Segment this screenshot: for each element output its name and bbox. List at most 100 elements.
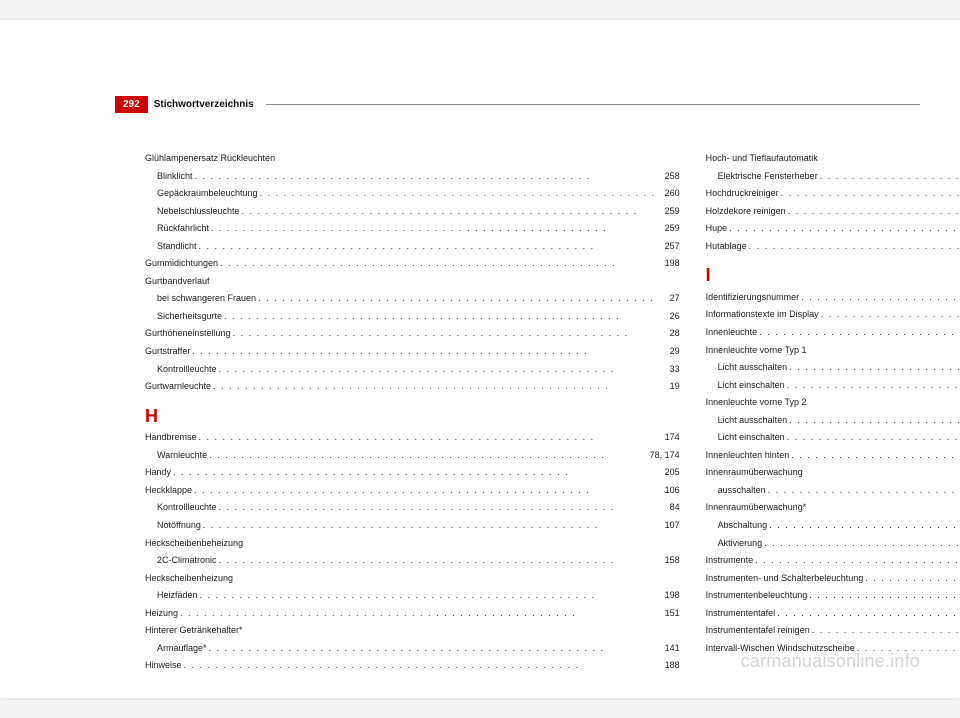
index-label: Hinweise [145, 657, 182, 675]
dot-leader: . . . . . . . . . . . . . . . . . . . . … [203, 517, 656, 535]
dot-leader: . . . . . . . . . . . . . . . . . . . . … [200, 587, 656, 605]
section-letter: I [706, 265, 960, 287]
index-entry: Instrumenten- und Schalterbeleuchtung . … [706, 570, 960, 588]
index-heading: Innenraumüberwachung* [706, 499, 960, 517]
dot-leader: . . . . . . . . . . . . . . . . . . . . … [755, 552, 960, 570]
index-page: 258 [658, 168, 680, 186]
index-label: Instrumentenbeleuchtung [706, 587, 808, 605]
index-entry: Hupe . . . . . . . . . . . . . . . . . .… [706, 220, 960, 238]
index-label: Instrumenten- und Schalterbeleuchtung [706, 570, 864, 588]
index-label: Licht einschalten [718, 377, 785, 395]
index-label: Nebelschlussleuchte [157, 203, 240, 221]
index-label: Handbremse [145, 429, 197, 447]
dot-leader: . . . . . . . . . . . . . . . . . . . . … [787, 377, 960, 395]
index-entry: Gepäckraumbeleuchtung . . . . . . . . . … [145, 185, 680, 203]
page-header: 292 Stichwortverzeichnis [115, 96, 920, 113]
index-heading: Hoch- und Tieflaufautomatik [706, 150, 960, 168]
watermark: carmanualsonline.info [741, 651, 920, 672]
dot-leader: . . . . . . . . . . . . . . . . . . . . … [224, 308, 656, 326]
header-title: Stichwortverzeichnis [154, 99, 254, 110]
index-label: Gummidichtungen [145, 255, 218, 273]
index-entry: bei schwangeren Frauen . . . . . . . . .… [145, 290, 680, 308]
manual-page: 292 Stichwortverzeichnis Glühlampenersat… [0, 20, 960, 698]
dot-leader: . . . . . . . . . . . . . . . . . . . . … [768, 482, 960, 500]
index-label: Hutablage [706, 238, 747, 256]
index-label: Heizfäden [157, 587, 198, 605]
index-label: Rückfahrlicht [157, 220, 209, 238]
index-label: 2C-Climatronic [157, 552, 217, 570]
index-label: Holzdekore reinigen [706, 203, 786, 221]
index-label: Warnleuchte [157, 447, 207, 465]
index-page: 198 [658, 587, 680, 605]
index-label: Innenleuchte [706, 324, 758, 342]
index-entry: Gurthöheneinstellung . . . . . . . . . .… [145, 325, 680, 343]
index-page: 257 [658, 238, 680, 256]
index-label: Notöffnung [157, 517, 201, 535]
index-page: 198 [658, 255, 680, 273]
index-entry: Instrumente . . . . . . . . . . . . . . … [706, 552, 960, 570]
index-page: 107 [658, 517, 680, 535]
index-entry: Kontrollleuchte . . . . . . . . . . . . … [145, 499, 680, 517]
dot-leader: . . . . . . . . . . . . . . . . . . . . … [769, 517, 960, 535]
index-label: Elektrische Fensterheber [718, 168, 818, 186]
index-heading: Innenraumüberwachung [706, 464, 960, 482]
index-entry: Hinweise . . . . . . . . . . . . . . . .… [145, 657, 680, 675]
index-label: Licht ausschalten [718, 412, 788, 430]
section-letter: H [145, 406, 680, 428]
dot-leader: . . . . . . . . . . . . . . . . . . . . … [233, 325, 656, 343]
index-label: Blinklicht [157, 168, 193, 186]
index-entry: Standlicht . . . . . . . . . . . . . . .… [145, 238, 680, 256]
dot-leader: . . . . . . . . . . . . . . . . . . . . … [209, 640, 656, 658]
index-page: 158 [658, 552, 680, 570]
index-page: 19 [658, 378, 680, 396]
dot-leader: . . . . . . . . . . . . . . . . . . . . … [173, 464, 656, 482]
dot-leader: . . . . . . . . . . . . . . . . . . . . … [821, 306, 960, 324]
dot-leader: . . . . . . . . . . . . . . . . . . . . … [791, 447, 960, 465]
dot-leader: . . . . . . . . . . . . . . . . . . . . … [759, 324, 960, 342]
dot-leader: . . . . . . . . . . . . . . . . . . . . … [787, 429, 960, 447]
index-entry: Blinklicht . . . . . . . . . . . . . . .… [145, 168, 680, 186]
dot-leader: . . . . . . . . . . . . . . . . . . . . … [812, 622, 960, 640]
dot-leader: . . . . . . . . . . . . . . . . . . . . … [809, 587, 960, 605]
index-label: Kontrollleuchte [157, 499, 217, 517]
index-column-1: Glühlampenersatz RückleuchtenBlinklicht … [145, 150, 680, 638]
dot-leader: . . . . . . . . . . . . . . . . . . . . … [820, 168, 960, 186]
dot-leader: . . . . . . . . . . . . . . . . . . . . … [209, 447, 647, 465]
index-page: 188 [658, 657, 680, 675]
index-entry: Elektrische Fensterheber . . . . . . . .… [706, 168, 960, 186]
dot-leader: . . . . . . . . . . . . . . . . . . . . … [781, 185, 960, 203]
index-entry: Instrumentenbeleuchtung . . . . . . . . … [706, 587, 960, 605]
dot-leader: . . . . . . . . . . . . . . . . . . . . … [777, 605, 960, 623]
index-label: Instrumententafel reinigen [706, 622, 810, 640]
index-heading: Heckscheibenbeheizung [145, 535, 680, 553]
header-rule [266, 104, 920, 105]
index-label: Instrumente [706, 552, 754, 570]
dot-leader: . . . . . . . . . . . . . . . . . . . . … [260, 185, 656, 203]
index-page: 260 [658, 185, 680, 203]
dot-leader: . . . . . . . . . . . . . . . . . . . . … [219, 499, 656, 517]
index-entry: Licht ausschalten . . . . . . . . . . . … [706, 359, 960, 377]
page-number: 292 [115, 96, 148, 113]
dot-leader: . . . . . . . . . . . . . . . . . . . . … [213, 378, 656, 396]
index-entry: Hochdruckreiniger . . . . . . . . . . . … [706, 185, 960, 203]
index-label: Innenleuchten hinten [706, 447, 790, 465]
index-page: 27 [658, 290, 680, 308]
index-page: 151 [658, 605, 680, 623]
index-label: Informationstexte im Display [706, 306, 819, 324]
index-page: 205 [658, 464, 680, 482]
index-page: 106 [658, 482, 680, 500]
index-page: 174 [658, 429, 680, 447]
index-column-2: Hoch- und TieflaufautomatikElektrische F… [706, 150, 960, 638]
index-heading: Glühlampenersatz Rückleuchten [145, 150, 680, 168]
index-heading: Hinterer Getränkehalter* [145, 622, 680, 640]
index-label: Gurtwarnleuchte [145, 378, 211, 396]
dot-leader: . . . . . . . . . . . . . . . . . . . . … [199, 429, 656, 447]
dot-leader: . . . . . . . . . . . . . . . . . . . . … [219, 552, 656, 570]
index-entry: Licht einschalten . . . . . . . . . . . … [706, 429, 960, 447]
index-label: Gepäckraumbeleuchtung [157, 185, 258, 203]
index-entry: Nebelschlussleuchte . . . . . . . . . . … [145, 203, 680, 221]
dot-leader: . . . . . . . . . . . . . . . . . . . . … [764, 535, 960, 553]
dot-leader: . . . . . . . . . . . . . . . . . . . . … [789, 359, 960, 377]
dot-leader: . . . . . . . . . . . . . . . . . . . . … [211, 220, 656, 238]
index-entry: Instrumententafel . . . . . . . . . . . … [706, 605, 960, 623]
